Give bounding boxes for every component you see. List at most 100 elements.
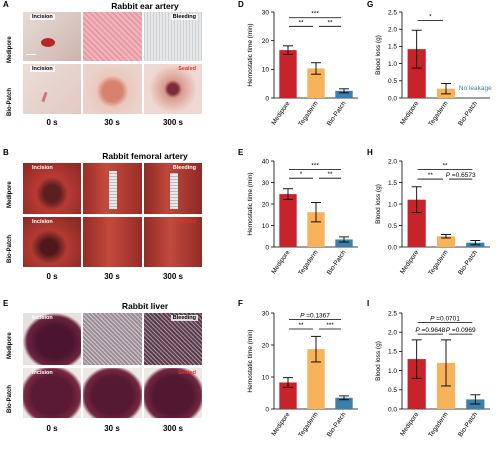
y-tick-label: 2.5 [388,310,397,317]
chart-i-blood-loss-liver: 0.0 0.5 1.0 1.5 2.0 2.5 Blood loss (g) Medipore… [375,310,490,439]
y-tick-label: 0.0 [388,244,397,251]
chart-f-hemostatic-time-liver: 0 10 20 30 Hemostatic time (min) Medipore Tega… [247,310,358,439]
y-axis-label: Blood loss (g) [375,35,382,75]
y-tick-label: 0.5 [388,223,397,230]
y-tick-label: 1.5 [388,349,397,356]
panel-label-i: I [367,299,370,308]
photo-b-biopatch-0s: Incision [22,216,82,268]
photo-a-biopatch-300s: Sealed [143,63,203,115]
photo-tag: Incision [32,165,53,171]
x-tick-label: Tegaderm [297,100,319,128]
x-tick-label: Medipore [270,411,291,438]
photo-tag: Bleeding [170,315,198,321]
x-tick-label: Bio-Patch [457,411,479,438]
y-tick-label: 1.5 [388,44,397,51]
significance-label: *** [326,322,334,329]
bar-medipore [407,199,426,247]
photo-b-medipore-300s: Bleeding [143,162,203,215]
y-tick-label: 10 [262,67,270,74]
significance-label: *** [311,163,319,170]
bar-medipore [279,50,297,98]
bar-annotation: No leakage [459,85,492,92]
photo-tag-sealed: Sealed [178,219,196,225]
x-tick-label: Bio-Patch [457,100,479,127]
significance-label: P =0.9648 [415,327,445,334]
chart-h-blood-loss-femoral: 0.0 0.5 1.0 1.5 2.0 Blood loss (g) Medipore Teg… [375,158,490,277]
significance-label: P =0.0701 [430,316,460,323]
y-axis-label: Blood loss (g) [375,184,382,224]
time-label: 30 s [104,118,120,127]
y-axis-label: Hemostatic time (min) [247,329,254,392]
x-tick-label: Tegaderm [297,249,319,277]
photo-e-medipore-0s: Incision [22,312,82,366]
bar-tegaderm [307,349,325,409]
photo-a-medipore-30s [82,11,143,62]
photo-e-biopatch-0s: Incision [22,367,82,419]
significance-label: *** [311,11,319,18]
photo-tag: Incision [32,370,53,376]
photo-a-medipore-0s: Incision [22,11,82,62]
bar-bio-patch [335,397,353,409]
y-tick-label: 2.0 [388,27,397,34]
panel-label-b: B [3,148,9,157]
x-tick-label: Bio-Patch [457,249,479,276]
panel-title-b: Rabbit femoral artery [102,151,188,161]
x-tick-label: Tegaderm [297,411,319,439]
bar-medipore [407,359,426,409]
time-label: 0 s [46,118,58,127]
chart-g-blood-loss-ear: 0.0 0.5 1.0 1.5 2.0 2.5 Blood loss (g) Medipore… [375,9,492,128]
x-tick-label: Tegaderm [427,249,449,277]
x-tick-label: Tegaderm [427,411,449,439]
significance-label: ** [428,172,434,179]
bar-bio-patch [335,239,353,247]
photo-b-biopatch-30s [82,216,143,268]
panel-label-a: A [3,0,9,9]
y-tick-label: 1.0 [388,61,397,68]
chart-e-hemostatic-time-femoral: 0 10 20 30 40 Hemostatic time (min) Medipore Te… [247,158,358,277]
bar-medipore [279,382,297,409]
photo-tag: Incision [30,14,55,20]
y-tick-label: 1.5 [388,180,397,187]
y-tick-label: 30 [262,310,270,317]
y-tick-label: 1.0 [388,201,397,208]
x-tick-label: Tegaderm [427,100,449,128]
y-tick-label: 20 [262,342,270,349]
y-tick-label: 1.0 [388,368,397,375]
panel-label-g: G [367,0,374,9]
photo-a-medipore-300s: Bleeding [143,11,203,62]
time-label: 30 s [104,424,120,433]
significance-label: * [429,14,432,21]
significance-label: P =0.0969 [446,327,476,334]
gauze-strip [170,173,178,209]
bar-tegaderm [436,236,456,247]
photo-e-biopatch-300s: Sealed [143,367,203,419]
photo-tag: Bleeding [172,165,196,171]
y-tick-label: 2.0 [388,158,397,165]
photo-tag: Incision [30,66,55,72]
significance-label: ** [327,171,333,178]
incision-mark [41,91,48,103]
y-tick-label: 30 [262,9,270,16]
y-axis-label: Hemostatic time (min) [247,23,254,86]
bar-tegaderm [307,68,325,98]
panel-label-d: D [238,0,244,9]
y-tick-label: 20 [262,38,270,45]
x-tick-label: Medipore [399,411,420,438]
significance-label: * [300,171,303,178]
x-tick-label: Medipore [399,249,420,276]
x-tick-label: Medipore [270,100,291,127]
x-tick-label: Bio-Patch [326,249,348,276]
scale-bar [26,54,36,55]
bar-medipore [279,194,297,247]
row-label-a-biopatch: Bio-Patch [7,87,13,116]
panel-label-f: F [238,299,243,308]
row-label-e-medipore: Medipore [7,332,13,359]
y-tick-label: 0.5 [388,387,397,394]
y-tick-label: 10 [262,223,270,230]
y-tick-label: 0.5 [388,78,397,85]
y-tick-label: 30 [262,180,270,187]
photo-a-biopatch-30s [82,63,143,115]
y-tick-label: 40 [262,158,270,165]
bar-bio-patch [335,90,353,98]
photo-b-medipore-0s: Incision [22,162,82,215]
